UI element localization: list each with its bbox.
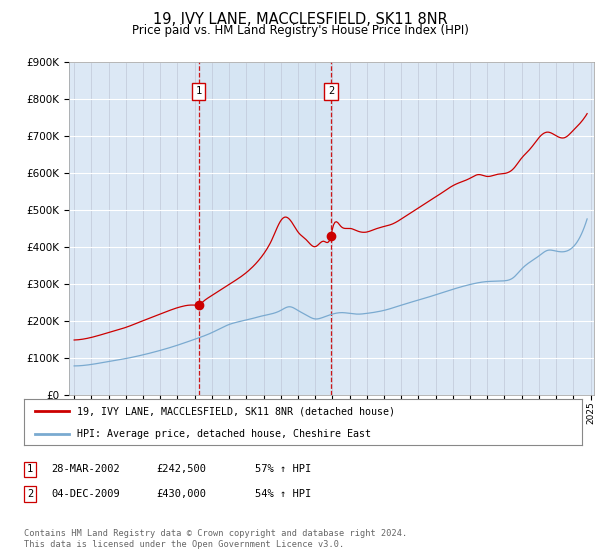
Text: £430,000: £430,000 (156, 489, 206, 499)
Text: 19, IVY LANE, MACCLESFIELD, SK11 8NR: 19, IVY LANE, MACCLESFIELD, SK11 8NR (152, 12, 448, 27)
Text: 2: 2 (27, 489, 33, 499)
Text: 57% ↑ HPI: 57% ↑ HPI (255, 464, 311, 474)
Text: HPI: Average price, detached house, Cheshire East: HPI: Average price, detached house, Ches… (77, 429, 371, 439)
Text: 54% ↑ HPI: 54% ↑ HPI (255, 489, 311, 499)
Text: Price paid vs. HM Land Registry's House Price Index (HPI): Price paid vs. HM Land Registry's House … (131, 24, 469, 36)
Text: 1: 1 (27, 464, 33, 474)
Text: 2: 2 (328, 86, 334, 96)
Bar (199, 62, 331, 395)
Text: Contains HM Land Registry data © Crown copyright and database right 2024.
This d: Contains HM Land Registry data © Crown c… (24, 529, 407, 549)
Text: 28-MAR-2002: 28-MAR-2002 (51, 464, 120, 474)
Text: 19, IVY LANE, MACCLESFIELD, SK11 8NR (detached house): 19, IVY LANE, MACCLESFIELD, SK11 8NR (de… (77, 406, 395, 416)
Text: £242,500: £242,500 (156, 464, 206, 474)
Text: 04-DEC-2009: 04-DEC-2009 (51, 489, 120, 499)
Text: 1: 1 (196, 86, 202, 96)
